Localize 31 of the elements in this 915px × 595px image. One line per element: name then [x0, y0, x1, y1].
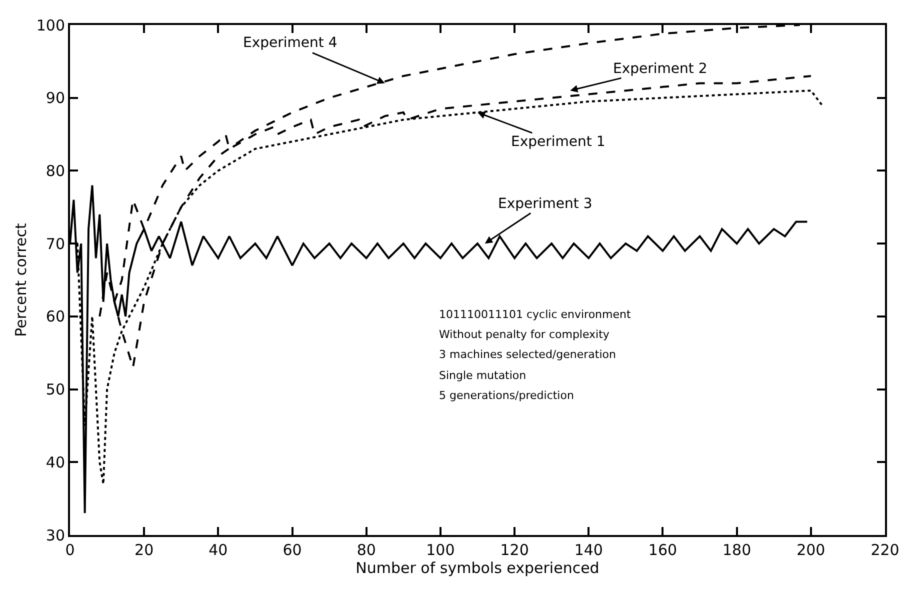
x-tick-label: 40 — [208, 541, 228, 559]
annotation: Experiment 4 — [243, 35, 338, 51]
y-tick-label: 90 — [46, 89, 65, 108]
y-tick-label: 40 — [46, 453, 65, 472]
x-tick-label: 180 — [722, 541, 752, 559]
x-tick-label: 60 — [282, 541, 302, 559]
y-tick-label: 60 — [46, 308, 65, 326]
annotation: 3 machines selected/generation — [439, 348, 616, 361]
annotation: Experiment 2 — [613, 61, 708, 77]
x-tick-label: 220 — [870, 541, 900, 559]
x-tick-label: 80 — [356, 541, 376, 559]
y-tick-label: 80 — [46, 162, 65, 180]
x-axis-title: Number of symbols experienced — [356, 559, 600, 577]
y-tick-label: 100 — [36, 16, 65, 34]
annotation: Experiment 3 — [498, 196, 592, 212]
annotation: 5 generations/prediction — [439, 389, 574, 402]
x-tick-label: 200 — [796, 541, 826, 559]
x-tick-label: 0 — [65, 541, 75, 559]
x-tick-label: 120 — [500, 541, 529, 559]
y-axis-title: Percent correct — [12, 223, 30, 337]
y-tick-label: 30 — [46, 526, 65, 544]
x-tick-label: 140 — [574, 541, 603, 559]
y-tick-label: 50 — [46, 380, 65, 399]
x-tick-label: 160 — [648, 541, 678, 559]
y-tick-label: 70 — [46, 234, 65, 253]
annotation: Experiment 1 — [511, 134, 606, 150]
x-tick-label: 20 — [134, 541, 154, 559]
annotation: Without penalty for complexity — [439, 328, 610, 341]
annotation: Single mutation — [439, 369, 526, 382]
x-tick-label: 100 — [426, 541, 455, 559]
annotation: 101110011101 cyclic environment — [439, 308, 632, 321]
